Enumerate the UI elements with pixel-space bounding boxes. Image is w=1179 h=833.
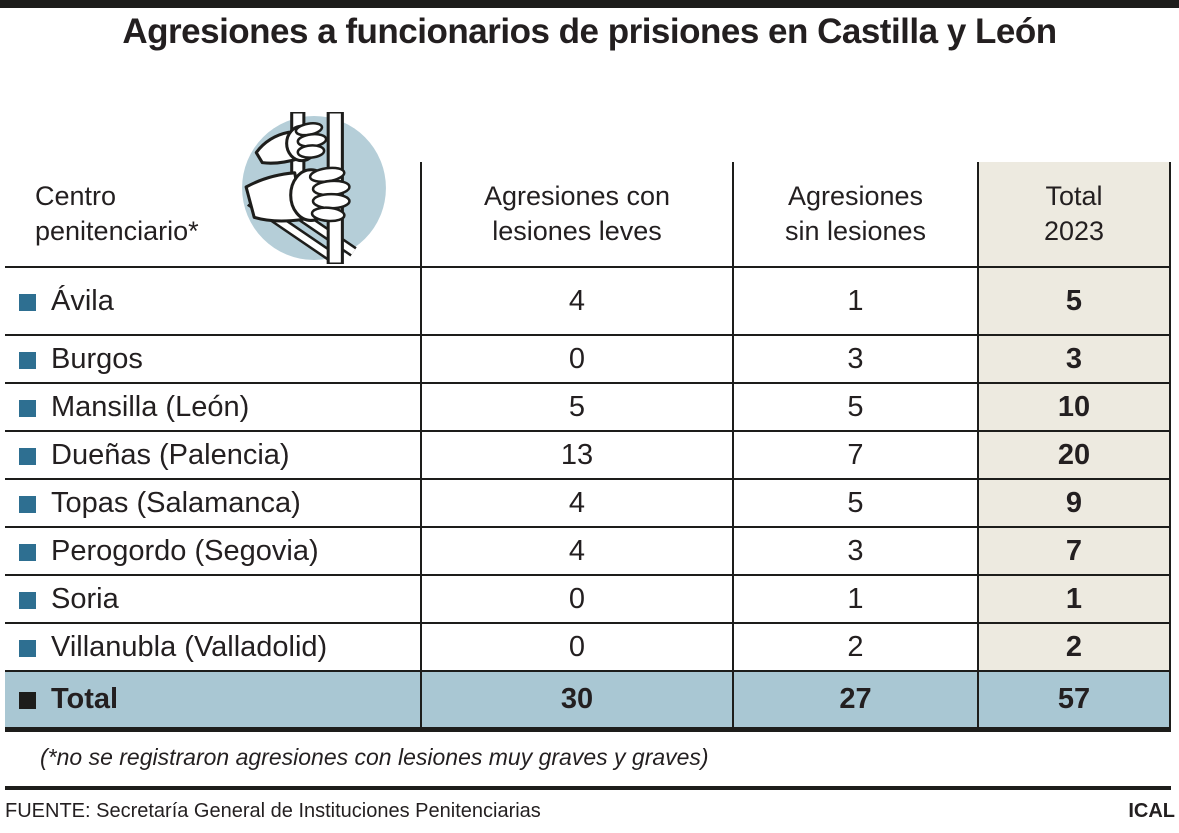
value-total: 10 xyxy=(977,384,1171,430)
row-bullet-icon xyxy=(19,543,36,561)
total-total: 57 xyxy=(977,672,1171,727)
footnote: (*no se registraron agresiones con lesio… xyxy=(40,744,709,770)
row-bullet-icon xyxy=(19,495,36,513)
data-table: Centro penitenciario* Agresiones con les… xyxy=(5,110,1171,732)
top-rule xyxy=(0,0,1179,8)
value-leves: 0 xyxy=(420,624,732,670)
center-name: Ávila xyxy=(51,284,114,317)
value-sin: 3 xyxy=(732,336,977,382)
center-name: Mansilla (León) xyxy=(51,390,250,423)
value-leves: 5 xyxy=(420,384,732,430)
source-text: FUENTE: Secretaría General de Institucio… xyxy=(5,800,541,822)
source-row: FUENTE: Secretaría General de Institucio… xyxy=(5,800,1175,823)
total-sin: 27 xyxy=(732,672,977,727)
header-lesiones-leves: Agresiones con lesiones leves xyxy=(420,162,732,266)
value-total: 3 xyxy=(977,336,1171,382)
value-sin: 2 xyxy=(732,624,977,670)
value-leves: 0 xyxy=(420,576,732,622)
value-sin: 3 xyxy=(732,528,977,574)
value-total: 1 xyxy=(977,576,1171,622)
row-bullet-icon xyxy=(19,399,36,417)
value-total: 9 xyxy=(977,480,1171,526)
row-bullet-icon xyxy=(19,351,36,369)
center-name: Soria xyxy=(51,582,119,615)
value-total: 5 xyxy=(977,268,1171,334)
table-row: Dueñas (Palencia) 13 7 20 xyxy=(5,432,1171,480)
table-header-row: Centro penitenciario* Agresiones con les… xyxy=(5,162,1171,268)
table-row: Soria 0 1 1 xyxy=(5,576,1171,624)
table-row: Mansilla (León) 5 5 10 xyxy=(5,384,1171,432)
center-name: Perogordo (Segovia) xyxy=(51,534,319,567)
total-bullet-icon xyxy=(19,692,36,709)
source-rule xyxy=(5,786,1171,790)
total-label: Total xyxy=(51,683,119,715)
value-leves: 13 xyxy=(420,432,732,478)
value-sin: 5 xyxy=(732,480,977,526)
value-sin: 1 xyxy=(732,576,977,622)
center-name: Villanubla (Valladolid) xyxy=(51,630,328,663)
value-sin: 1 xyxy=(732,268,977,334)
total-leves: 30 xyxy=(420,672,732,727)
row-bullet-icon xyxy=(19,447,36,465)
header-total-2023: Total 2023 xyxy=(977,162,1171,266)
page-title: Agresiones a funcionarios de prisiones e… xyxy=(122,12,1057,51)
agency-credit: ICAL xyxy=(1128,800,1175,822)
value-total: 2 xyxy=(977,624,1171,670)
value-total: 20 xyxy=(977,432,1171,478)
value-leves: 0 xyxy=(420,336,732,382)
value-sin: 7 xyxy=(732,432,977,478)
header-centro: Centro penitenciario* xyxy=(35,180,199,246)
prison-bars-hands-icon xyxy=(238,110,390,267)
row-bullet-icon xyxy=(19,591,36,609)
value-leves: 4 xyxy=(420,268,732,334)
center-name: Topas (Salamanca) xyxy=(51,486,301,519)
table-row: Perogordo (Segovia) 4 3 7 xyxy=(5,528,1171,576)
header-sin-lesiones: Agresiones sin lesiones xyxy=(732,162,977,266)
row-bullet-icon xyxy=(19,639,36,657)
table-total-row: Total 30 27 57 xyxy=(5,672,1171,732)
table-row: Ávila 4 1 5 xyxy=(5,268,1171,336)
center-name: Burgos xyxy=(51,342,143,375)
row-bullet-icon xyxy=(19,293,36,311)
value-sin: 5 xyxy=(732,384,977,430)
table-row: Villanubla (Valladolid) 0 2 2 xyxy=(5,624,1171,672)
table-row: Burgos 0 3 3 xyxy=(5,336,1171,384)
table-row: Topas (Salamanca) 4 5 9 xyxy=(5,480,1171,528)
value-total: 7 xyxy=(977,528,1171,574)
value-leves: 4 xyxy=(420,480,732,526)
value-leves: 4 xyxy=(420,528,732,574)
center-name: Dueñas (Palencia) xyxy=(51,438,290,471)
